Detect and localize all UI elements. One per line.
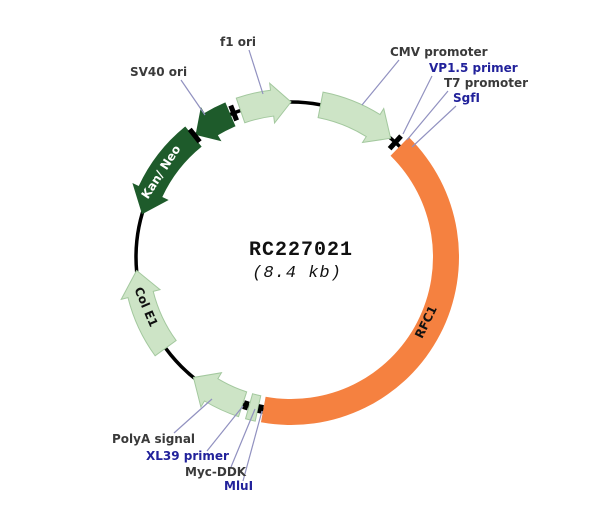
f1-ori-label: f1 ori [220, 35, 257, 49]
f1-sv40-junction-tick [228, 104, 239, 122]
vp15-primer-label: VP1.5 primer [429, 61, 518, 75]
myc-ddk-tag-segment [244, 393, 262, 422]
polya-signal-leader-line [173, 398, 213, 434]
t7-promoter-label: T7 promoter [444, 76, 529, 90]
myc-ddk-label: Myc-DDK [185, 465, 247, 479]
polya-signal-segment [192, 372, 248, 418]
sgfi-site-label: SgfI [453, 91, 480, 105]
sv40-ori-leader-line [180, 79, 206, 116]
f1-ori-leader-line [248, 49, 264, 95]
sgfi-site-tick [387, 134, 403, 151]
mlui-site-label: MluI [224, 479, 254, 493]
kan-neo-segment [132, 126, 202, 215]
sv40-kanneo-junction-tick [187, 127, 202, 144]
plasmid-size: (8.4 kb) [252, 264, 342, 283]
myc-ddk-leader-line [230, 408, 256, 468]
mlui-leader-line [242, 410, 263, 482]
cmv-promoter-segment [317, 91, 392, 144]
cmv-promoter-leader-line [361, 59, 400, 106]
rfc1-orf-segment [260, 137, 459, 425]
f1-ori-segment [235, 82, 292, 125]
plasmid-name: RC227021 [248, 239, 354, 262]
xl39-primer-leader-line [206, 405, 244, 452]
sv40-ori-label: SV40 ori [130, 65, 188, 79]
t7-promoter-leader-line [406, 90, 449, 141]
mlui-site-tick [257, 404, 264, 414]
cmv-promoter-label: CMV promoter [390, 45, 488, 59]
col-e1-segment [120, 269, 177, 357]
xl39-primer-label: XL39 primer [146, 449, 229, 463]
polya-signal-label: PolyA signal [112, 432, 196, 446]
vp15-primer-leader-line [402, 75, 433, 135]
xl39-site-tick [242, 400, 250, 411]
sv40-ori-segment [195, 102, 236, 142]
sgfi-leader-line [411, 105, 457, 148]
